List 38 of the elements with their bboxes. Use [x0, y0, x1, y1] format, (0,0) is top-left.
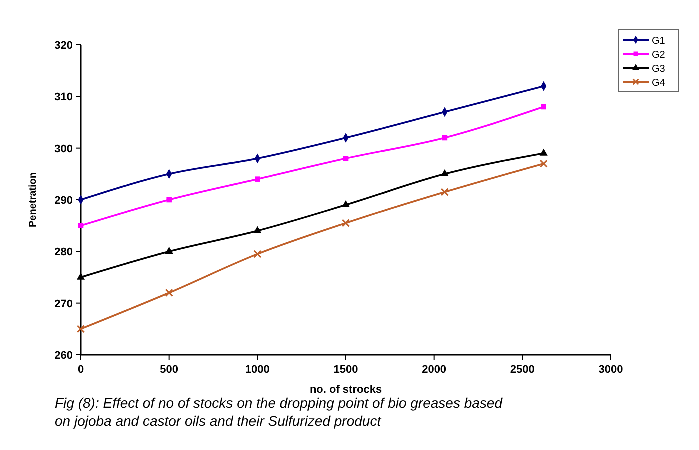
point: [440, 188, 449, 196]
x-tick-label: 3000: [598, 364, 624, 376]
point: [540, 160, 548, 168]
x-tick-label: 2500: [510, 364, 535, 376]
point: [165, 247, 174, 254]
point: [254, 250, 262, 258]
point: [342, 200, 350, 208]
y-tick-label: 260: [54, 350, 73, 362]
point: [540, 148, 548, 156]
x-tick-label: 2000: [422, 364, 447, 376]
point: [166, 197, 172, 203]
legend-label: G2: [652, 50, 666, 61]
x-tick-label: 0: [78, 364, 84, 376]
point: [78, 223, 84, 228]
y-tick-label: 280: [54, 246, 73, 259]
point: [255, 176, 260, 182]
point: [342, 219, 350, 228]
x-tick-label: 1500: [334, 364, 358, 376]
y-tick-label: 300: [54, 143, 73, 156]
point: [254, 226, 262, 234]
y-tick-label: 270: [54, 298, 73, 310]
legend-label: G3: [652, 64, 666, 75]
x-axis-title: no. of strocks: [310, 384, 382, 396]
point: [76, 325, 86, 334]
x-tick-label: 1000: [245, 364, 270, 376]
text: Fig (8): Effect of no of stocks on the dropping point of bio greases based on jojoba and castor oils and their Sulfurized product: [55, 395, 504, 429]
point: [440, 170, 449, 176]
point: [76, 272, 86, 280]
y-tick-label: 310: [54, 92, 73, 104]
y-tick-label: 290: [54, 195, 73, 207]
y-tick-label: 320: [54, 40, 73, 52]
legend-label: G4: [652, 78, 666, 89]
point: [541, 104, 547, 110]
legend-label: G1: [652, 36, 666, 47]
y-axis-title: Penetration: [28, 172, 39, 228]
x-tick-label: 500: [160, 364, 179, 376]
point: [165, 288, 174, 298]
point: [343, 156, 349, 162]
